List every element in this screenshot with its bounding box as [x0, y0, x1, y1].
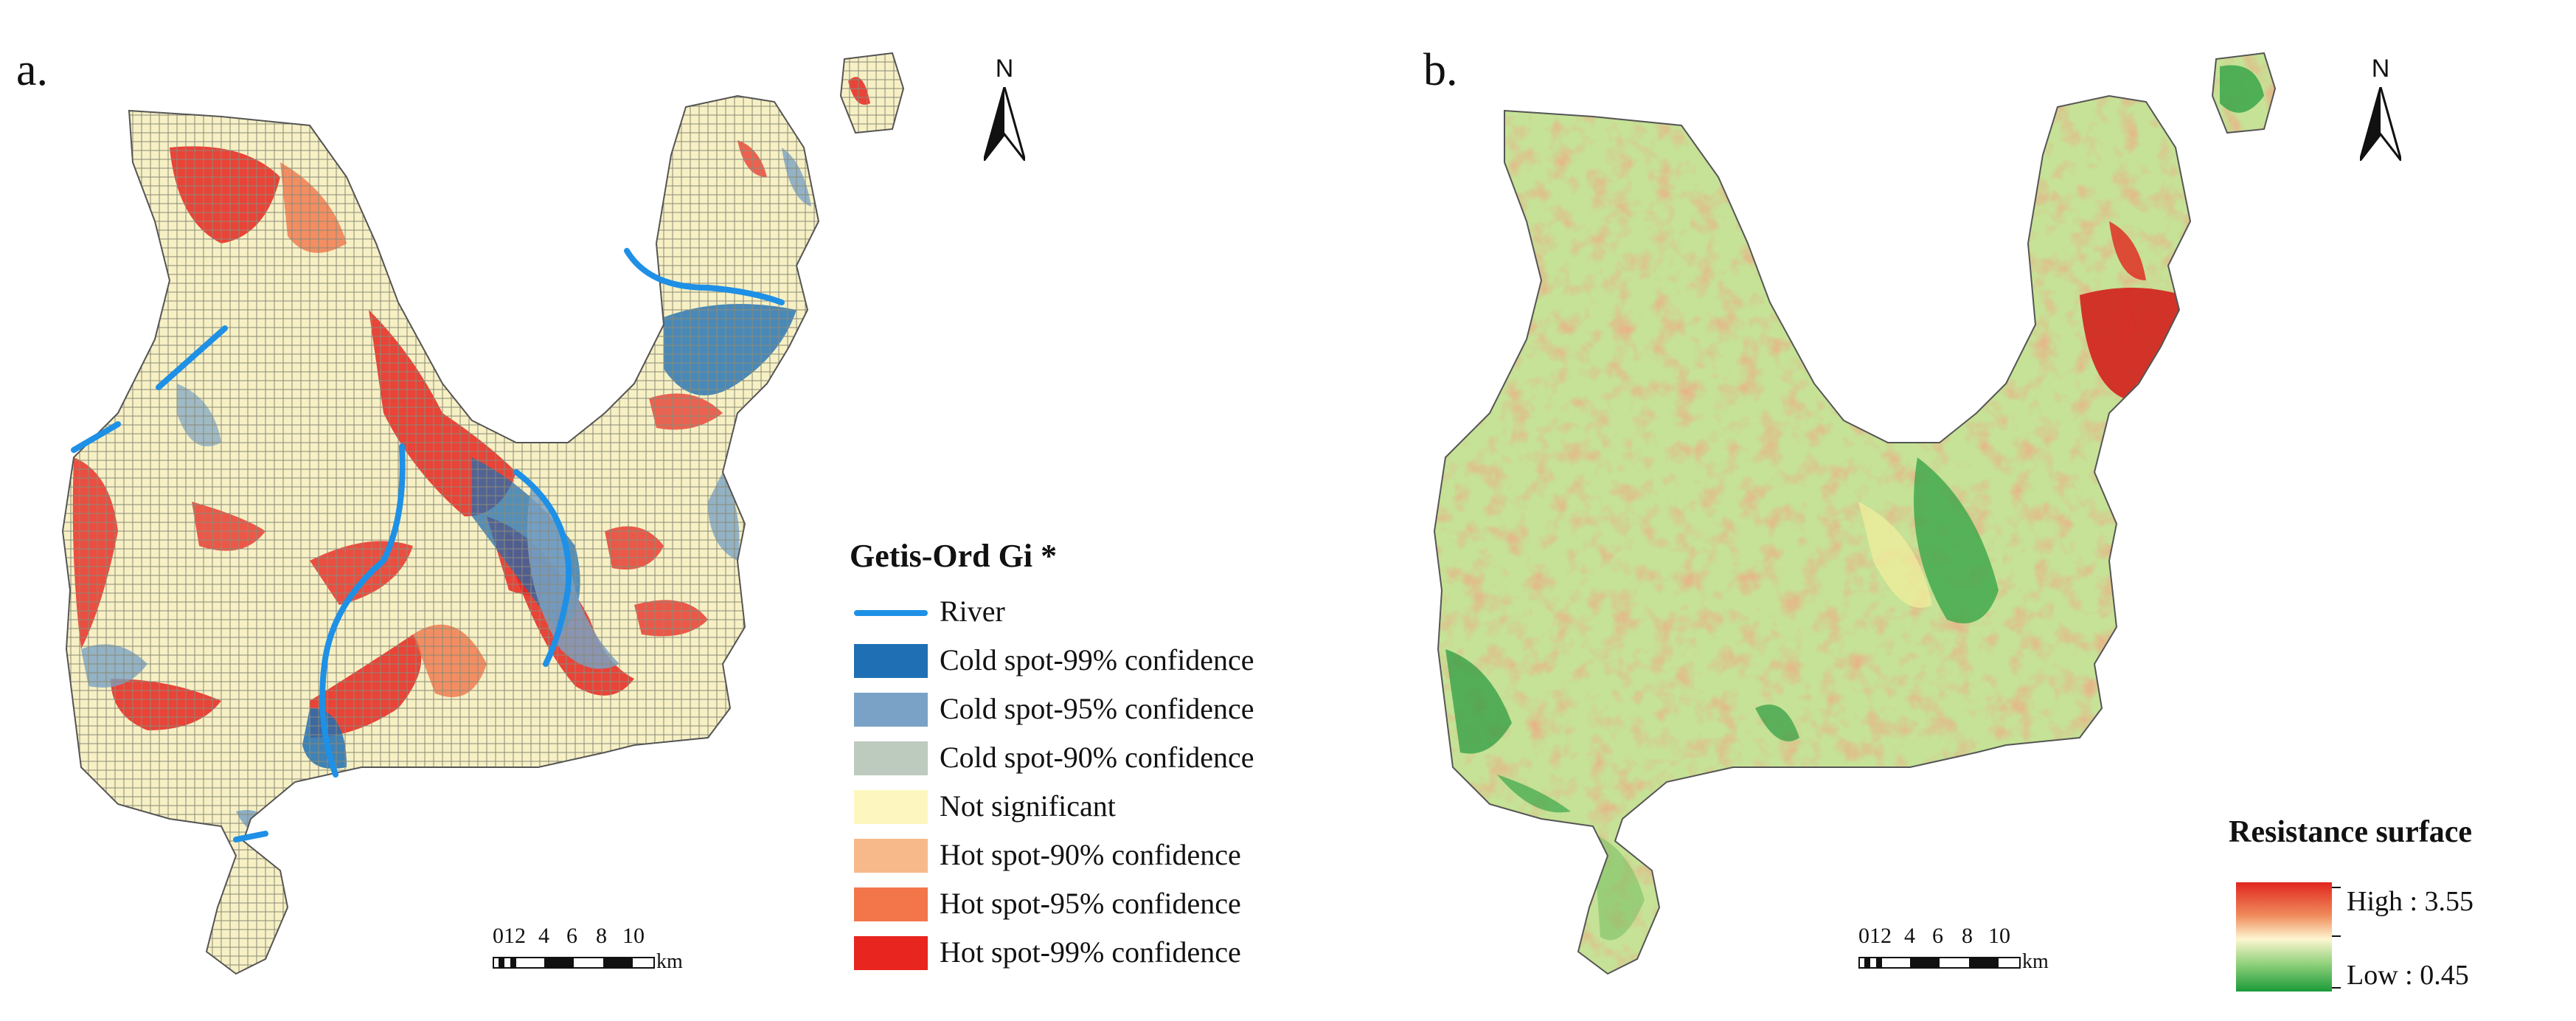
panel-b-resistance-map: b. N — [1401, 0, 2576, 1021]
legend-label: Cold spot-95% confidence — [940, 692, 1254, 725]
legend-label: Not significant — [940, 789, 1116, 823]
legend-item-hot-90: Hot spot-90% confidence — [850, 831, 1395, 880]
gradient-tick-high — [2332, 887, 2341, 888]
gradient-tick-low — [2332, 987, 2341, 989]
panel-a-label: a. — [16, 45, 49, 95]
scale-tick: 4 — [1904, 924, 1915, 948]
hotspot-map — [62, 52, 904, 975]
resistance-map — [1434, 52, 2276, 975]
legend-label: Hot spot-90% confidence — [940, 838, 1241, 871]
legend-label: River — [940, 595, 1005, 628]
hotspot-legend: Getis-Ord Gi * River Cold spot-99% confi… — [850, 537, 1395, 977]
legend-label: Hot spot-99% confidence — [940, 935, 1241, 969]
scale-tick: 6 — [566, 924, 577, 948]
scale-tick: 2 — [515, 924, 526, 948]
scale-bar-graphic — [493, 957, 655, 969]
hot-90-swatch — [854, 839, 928, 873]
resistance-legend: Resistance surface High : 3.55 Low : 0.4… — [2229, 814, 2568, 1006]
legend-item-not-significant: Not significant — [850, 783, 1395, 831]
legend-high-label: High : 3.55 — [2347, 886, 2474, 917]
scale-tick: 4 — [538, 924, 549, 948]
legend-item-river: River — [850, 588, 1395, 637]
legend-title: Getis-Ord Gi * — [850, 538, 1058, 574]
north-arrow-icon — [984, 87, 1025, 161]
scale-bar-a: 0 1 2 4 6 8 10 km — [493, 924, 699, 983]
river-lines — [71, 248, 785, 842]
hot-95-swatch — [854, 887, 928, 921]
panel-a-hotspot-map: a. — [16, 45, 1395, 983]
resistance-gradient-bar — [2236, 882, 2332, 991]
cold-90-swatch — [854, 741, 928, 775]
legend-item-cold-90: Cold spot-90% confidence — [850, 734, 1395, 783]
scale-tick: 8 — [1962, 924, 1973, 948]
legend-label: Hot spot-95% confidence — [940, 887, 1241, 920]
legend-label: Cold spot-99% confidence — [940, 643, 1254, 676]
panel-b-label: b. — [1423, 45, 1458, 95]
north-arrow-a: N — [975, 55, 1034, 165]
north-letter: N — [995, 55, 1014, 83]
gradient-tick-mid — [2332, 935, 2341, 937]
scale-tick: 8 — [596, 924, 607, 948]
legend-item-hot-99: Hot spot-99% confidence — [850, 929, 1395, 977]
scale-tick: 6 — [1932, 924, 1943, 948]
scale-tick: 0 — [493, 924, 504, 948]
cold-99-swatch — [854, 644, 928, 678]
scale-bar-graphic — [1858, 957, 2021, 969]
legend-label: Cold spot-90% confidence — [940, 741, 1254, 774]
cold-95-swatch — [854, 693, 928, 727]
scale-tick: 2 — [1881, 924, 1892, 948]
scale-bar-b: 0 1 2 4 6 8 10 km — [1858, 924, 2065, 983]
legend-item-cold-99: Cold spot-99% confidence — [850, 637, 1395, 685]
not-significant-swatch — [854, 790, 928, 824]
legend-low-label: Low : 0.45 — [2347, 960, 2469, 991]
scale-tick: 1 — [1869, 924, 1881, 948]
scale-tick: 10 — [622, 924, 645, 948]
scale-unit: km — [656, 950, 683, 973]
north-arrow-icon — [2360, 87, 2401, 161]
hot-99-swatch — [854, 936, 928, 970]
scale-tick: 0 — [1858, 924, 1869, 948]
river-swatch — [854, 610, 928, 616]
scale-unit: km — [2022, 950, 2049, 973]
north-letter: N — [2371, 55, 2390, 83]
legend-item-cold-95: Cold spot-95% confidence — [850, 685, 1395, 734]
scale-tick: 10 — [1988, 924, 2010, 948]
legend-title: Resistance surface — [2229, 815, 2473, 849]
scale-tick: 1 — [504, 924, 515, 948]
north-arrow-b: N — [2351, 55, 2410, 165]
legend-item-hot-95: Hot spot-95% confidence — [850, 880, 1395, 929]
